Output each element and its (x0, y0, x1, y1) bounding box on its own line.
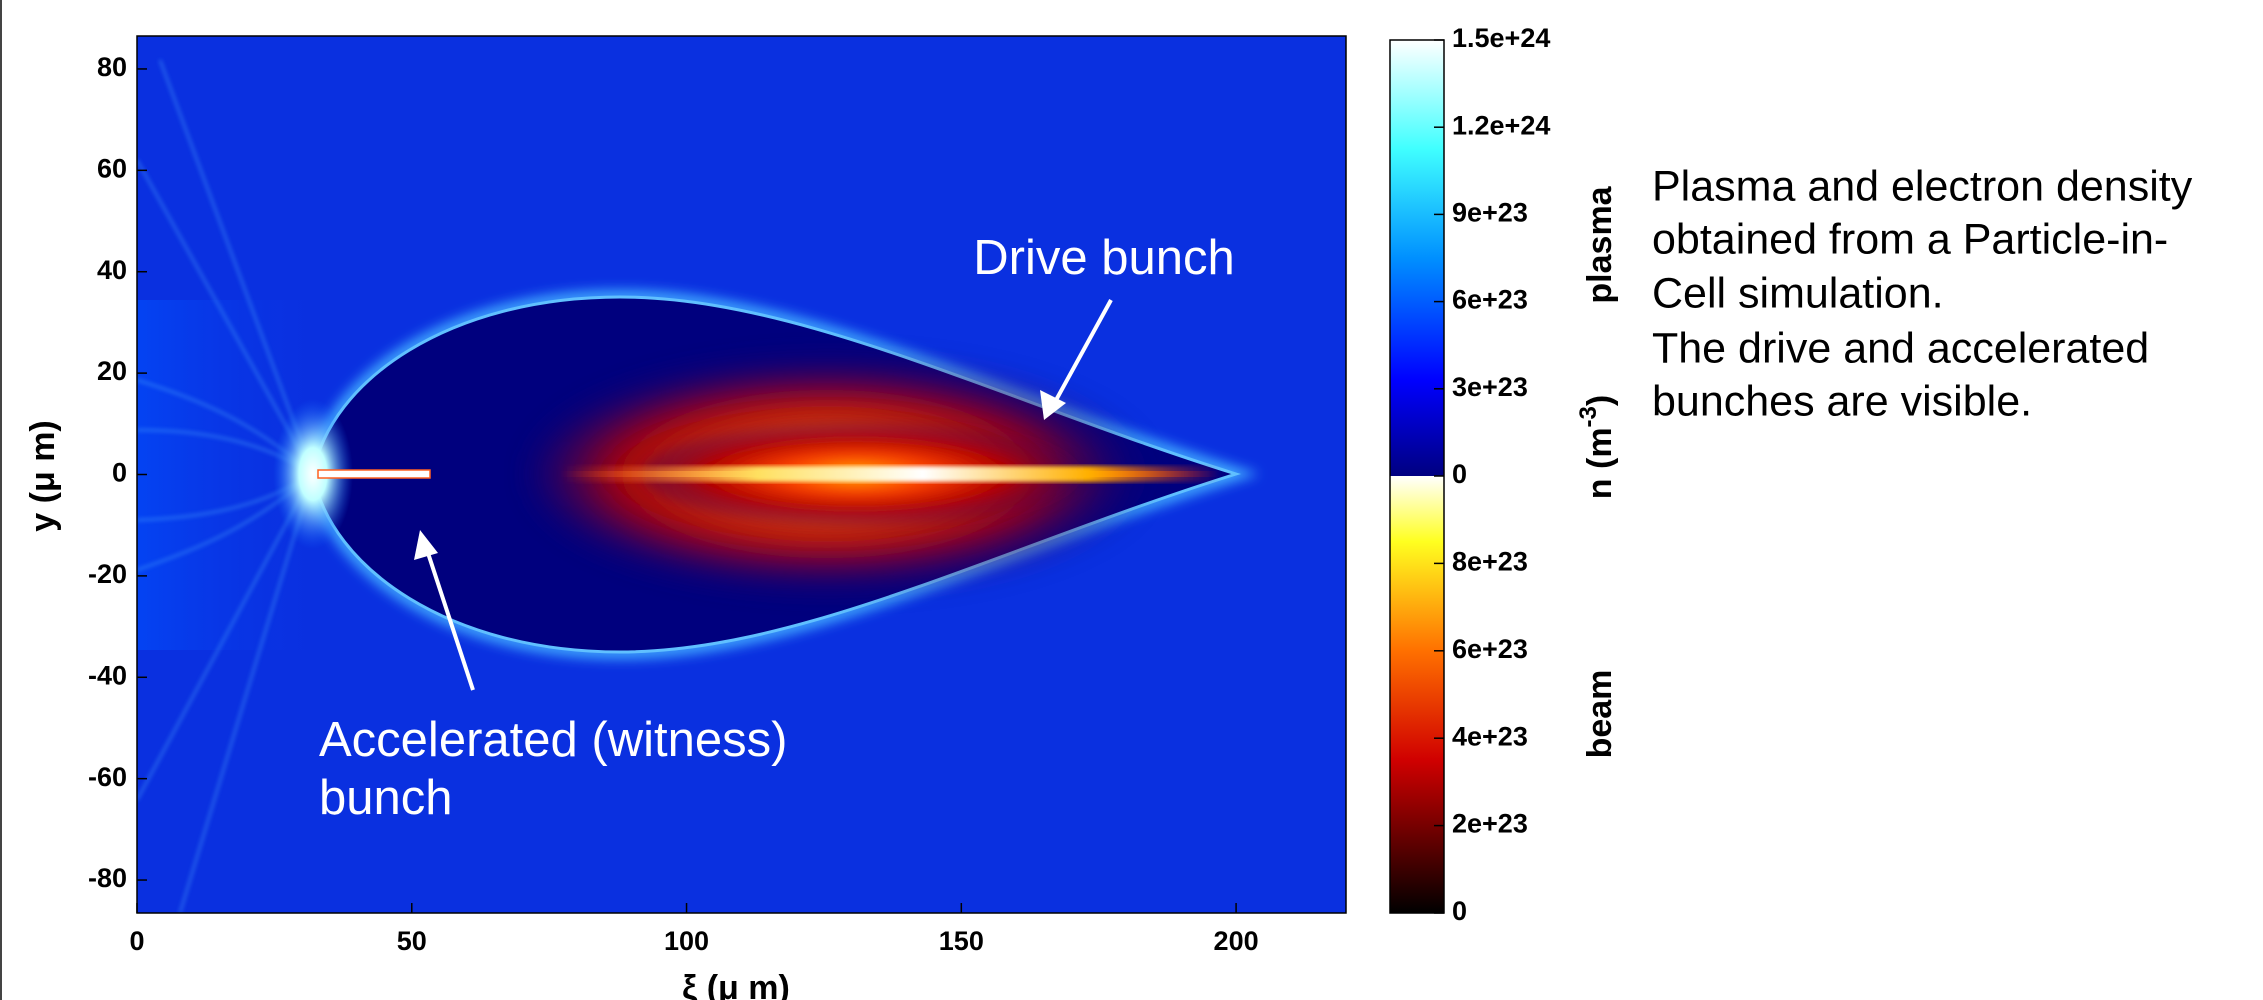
colorbar-tick-label: 0 (1452, 459, 1467, 489)
annotation: Drive bunch (973, 231, 1234, 285)
colorbar-label: n (m-3) (1575, 395, 1619, 499)
density-map (137, 36, 1346, 913)
colorbar-tick-label: 0 (1452, 896, 1467, 926)
colorbar-tick-label: 2e+23 (1452, 809, 1528, 839)
colorbar-tick-label: 6e+23 (1452, 634, 1528, 664)
colorbar-tick-label: 9e+23 (1452, 198, 1528, 228)
colorbar-tick-label: 4e+23 (1452, 721, 1528, 751)
annotation: Accelerated (witness) (319, 713, 787, 767)
colorbar-label-part: ) (1581, 395, 1619, 406)
y-axis-label: y (μ m) (24, 420, 62, 531)
description-line: Plasma and electron density (1652, 162, 2193, 210)
y-tick-label: 0 (112, 458, 127, 488)
colorbar-label-part: -3 (1575, 406, 1602, 427)
colorbar-tick-label: 6e+23 (1452, 285, 1528, 315)
y-tick-label: 20 (97, 356, 127, 386)
x-tick-label: 0 (129, 926, 144, 956)
y-tick-label: 80 (97, 52, 127, 82)
x-tick-label: 50 (397, 926, 427, 956)
description-line: The drive and accelerated (1652, 324, 2149, 372)
x-tick-label: 150 (939, 926, 984, 956)
arrow (425, 549, 475, 691)
description-line: obtained from a Particle-in- (1652, 215, 2168, 263)
y-tick-label: -20 (88, 559, 127, 589)
y-tick-label: -60 (88, 762, 127, 792)
arrow (1053, 299, 1113, 403)
y-tick-label: -80 (88, 863, 127, 893)
x-tick-label: 100 (664, 926, 709, 956)
arrow-head (414, 530, 438, 560)
description-line: bunches are visible. (1652, 377, 2032, 425)
colorbar-tick-label: 1.5e+24 (1452, 23, 1550, 53)
y-tick-label: 40 (97, 255, 127, 285)
colorbar-tick-label: 8e+23 (1452, 547, 1528, 577)
colorbar-section-label: beam (1581, 670, 1619, 759)
x-tick-label: 200 (1214, 926, 1259, 956)
annotation: bunch (319, 771, 453, 825)
description: Plasma and electron density obtained fro… (1652, 162, 2193, 425)
y-tick-label: 60 (97, 153, 127, 183)
colorbar-tick-label: 1.2e+24 (1452, 110, 1550, 140)
plasma-colorbar (1390, 40, 1444, 476)
beam-colorbar (1390, 476, 1444, 913)
y-tick-label: -40 (88, 660, 127, 690)
colorbar-tick-label: 3e+23 (1452, 372, 1528, 402)
colorbar-label-part: n (m (1581, 427, 1619, 499)
colorbar-section-label: plasma (1581, 185, 1619, 303)
arrow-head (1040, 390, 1066, 420)
description-line: Cell simulation. (1652, 269, 1944, 317)
x-axis-label: ξ (μ m) (682, 969, 790, 1000)
